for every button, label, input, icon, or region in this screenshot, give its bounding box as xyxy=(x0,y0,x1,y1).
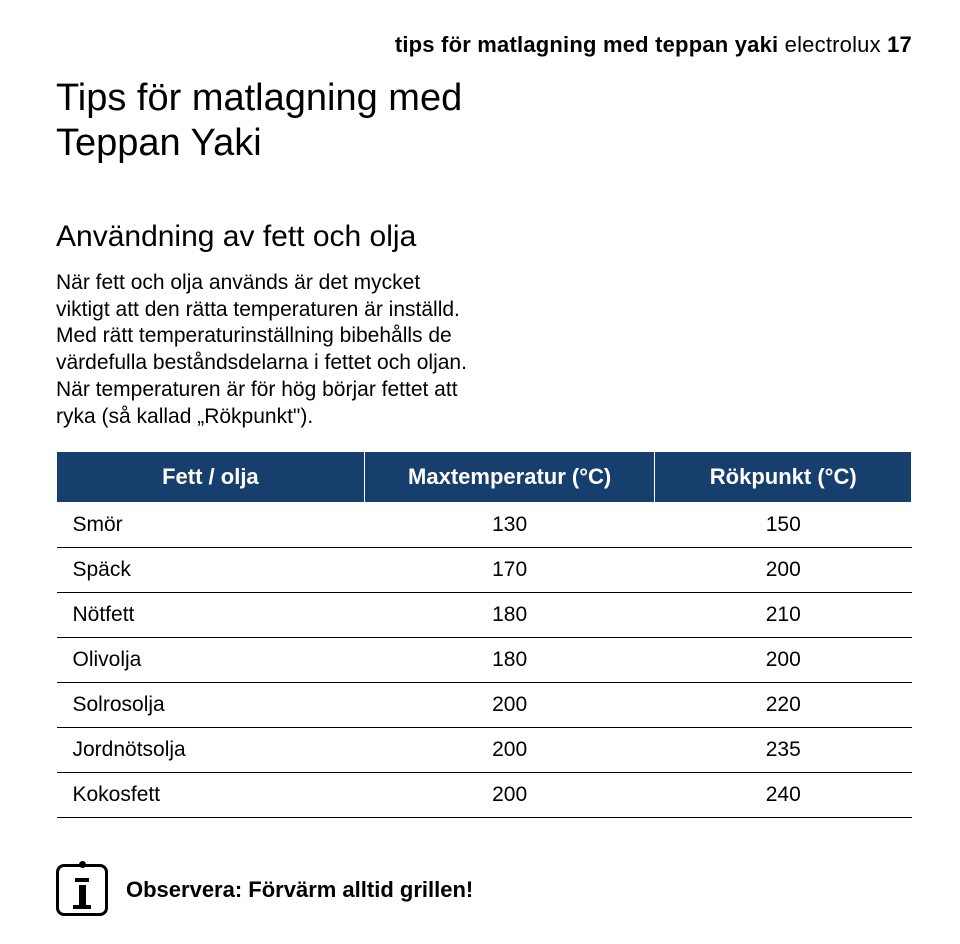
table-cell: 180 xyxy=(364,637,655,682)
table-cell: 235 xyxy=(655,727,912,772)
table-cell: 210 xyxy=(655,592,912,637)
table-header-cell: Rökpunkt (°C) xyxy=(655,451,912,502)
header-brand: electrolux xyxy=(785,32,881,57)
header-part1: tips för matlagning med xyxy=(395,32,649,57)
table-cell: 200 xyxy=(364,727,655,772)
table-cell: Smör xyxy=(57,502,365,547)
table-row: Nötfett 180 210 xyxy=(57,592,912,637)
table-cell: 150 xyxy=(655,502,912,547)
section-subtitle: Användning av fett och olja xyxy=(56,220,912,254)
page-title: Tips för matlagning med Teppan Yaki xyxy=(56,76,486,166)
table-cell: 200 xyxy=(655,547,912,592)
table-row: Solrosolja 200 220 xyxy=(57,682,912,727)
table-cell: Solrosolja xyxy=(57,682,365,727)
table-cell: 200 xyxy=(364,772,655,817)
page-header: tips för matlagning med teppan yaki elec… xyxy=(56,32,912,58)
table-header-cell: Fett / olja xyxy=(57,451,365,502)
table-row: Olivolja 180 200 xyxy=(57,637,912,682)
table-row: Späck 170 200 xyxy=(57,547,912,592)
table-cell: Nötfett xyxy=(57,592,365,637)
table-cell: 170 xyxy=(364,547,655,592)
table-cell: 240 xyxy=(655,772,912,817)
table-cell: 180 xyxy=(364,592,655,637)
table-cell: Olivolja xyxy=(57,637,365,682)
body-paragraph: När fett och olja används är det mycket … xyxy=(56,270,476,431)
info-icon xyxy=(56,864,108,916)
note-text: Observera: Förvärm alltid grillen! xyxy=(126,877,473,903)
table-cell: 220 xyxy=(655,682,912,727)
fat-oil-table: Fett / olja Maxtemperatur (°C) Rökpunkt … xyxy=(56,451,912,818)
table-cell: Kokosfett xyxy=(57,772,365,817)
table-row: Kokosfett 200 240 xyxy=(57,772,912,817)
table-cell: 200 xyxy=(364,682,655,727)
table-header-cell: Maxtemperatur (°C) xyxy=(364,451,655,502)
note-row: Observera: Förvärm alltid grillen! xyxy=(56,864,912,916)
table-cell: Späck xyxy=(57,547,365,592)
header-part2: teppan yaki xyxy=(655,32,778,57)
table-row: Jordnötsolja 200 235 xyxy=(57,727,912,772)
table-cell: 200 xyxy=(655,637,912,682)
table-cell: Jordnötsolja xyxy=(57,727,365,772)
header-page-number: 17 xyxy=(887,32,912,57)
table-row: Smör 130 150 xyxy=(57,502,912,547)
table-header-row: Fett / olja Maxtemperatur (°C) Rökpunkt … xyxy=(57,451,912,502)
table-cell: 130 xyxy=(364,502,655,547)
